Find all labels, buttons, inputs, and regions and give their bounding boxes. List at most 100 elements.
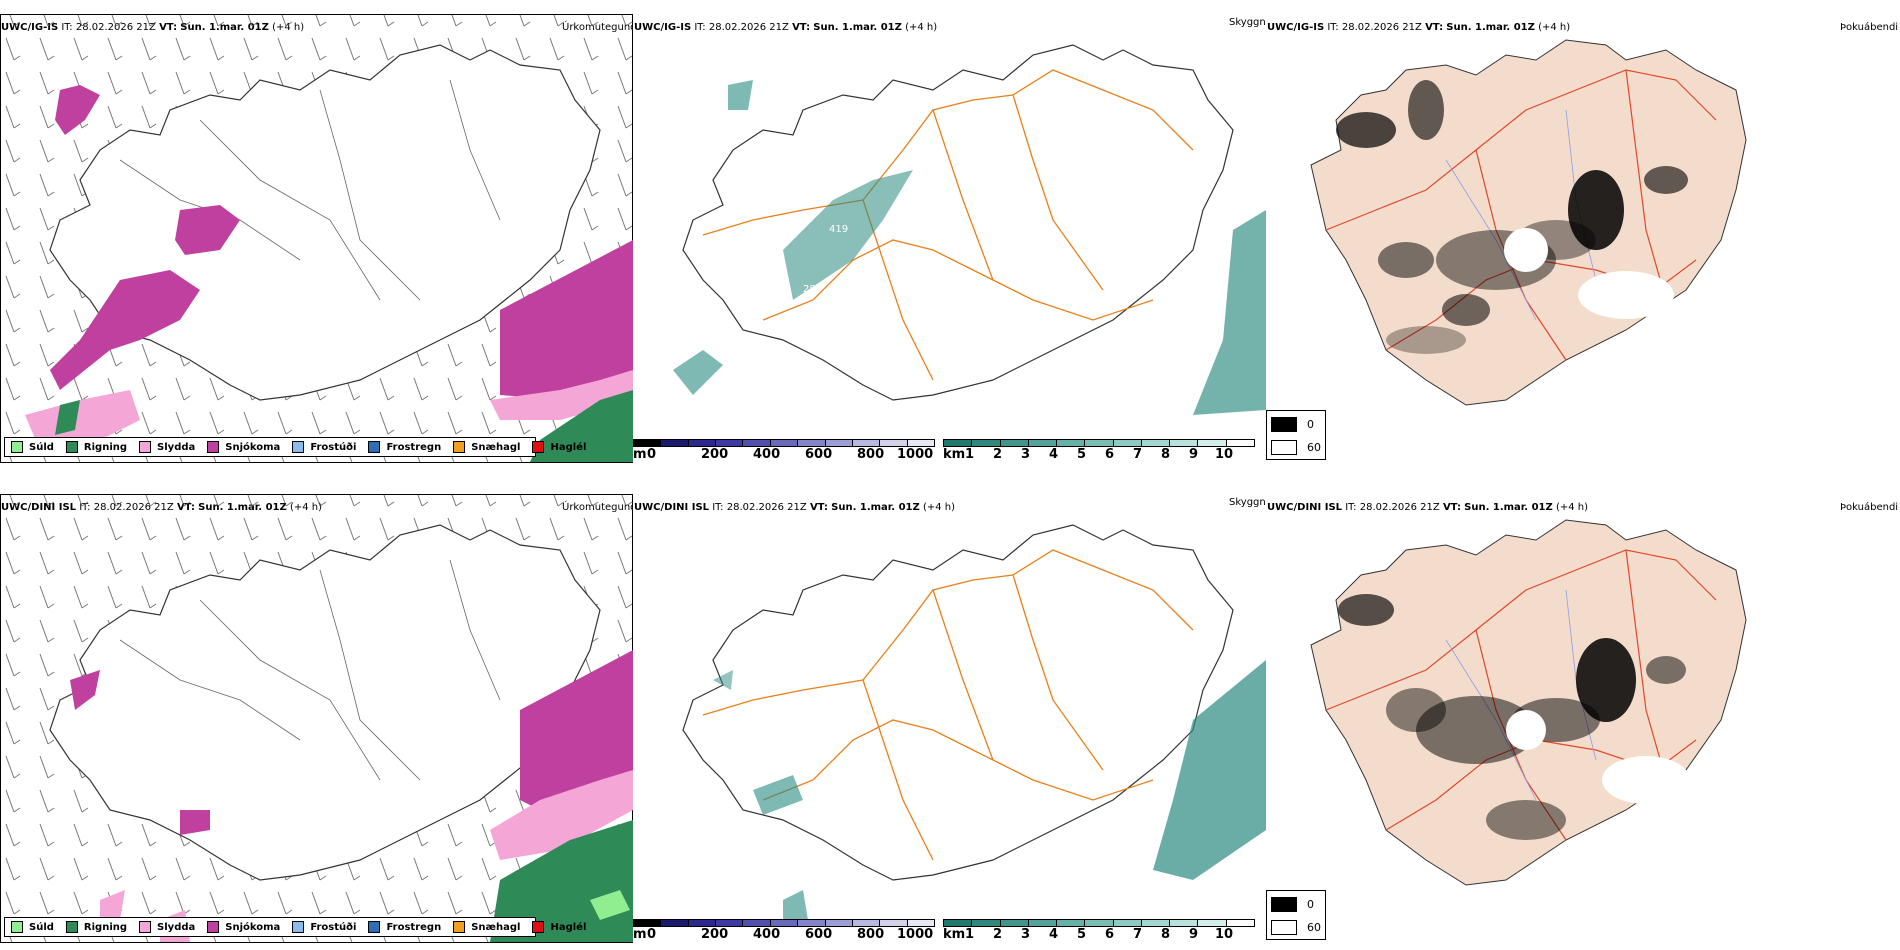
legend-swatch (207, 921, 219, 933)
tick: 5 (1077, 927, 1086, 942)
tick: 0 (647, 927, 656, 942)
precip-map (0, 0, 633, 470)
vis-unit: km (943, 447, 965, 462)
tick: 200 (701, 927, 728, 942)
legend-swatch (139, 441, 151, 453)
visibility-colorbar (943, 439, 1255, 447)
cloud-panel-row1: UWC/IG-IS IT: 28.02.2026 21Z VT: Sun. 1.… (633, 0, 1266, 470)
tick: 2 (993, 447, 1002, 462)
fog-legend-swatch-black (1271, 897, 1297, 912)
tick: 9 (1189, 927, 1198, 942)
legend-item-sudl: Súld (11, 921, 54, 933)
fog-panel-row2: UWC/DINI ISL IT: 28.02.2026 21Z VT: Sun.… (1266, 480, 1899, 950)
legend-swatch (453, 441, 465, 453)
tick: 8 (1161, 447, 1170, 462)
glacier-clear (1602, 756, 1690, 804)
fog-legend-label: 0 (1307, 898, 1314, 911)
tick: 800 (857, 447, 884, 462)
legend-swatch (66, 441, 78, 453)
precip-legend: Súld Rigning Slydda Snjókoma Frostúði Fr… (4, 437, 536, 457)
tick: 7 (1133, 927, 1142, 942)
iceland-outline (683, 525, 1233, 880)
legend-swatch (532, 921, 544, 933)
legend-item-snaehagl: Snæhagl (453, 441, 520, 453)
height-colorbar (633, 919, 935, 927)
legend-swatch (292, 921, 304, 933)
cloud-map (633, 480, 1266, 950)
legend-item-sudl: Súld (11, 441, 54, 453)
tick: 400 (753, 447, 780, 462)
fog-legend-swatch-white (1271, 440, 1297, 455)
tick: 400 (753, 927, 780, 942)
tick: 600 (805, 447, 832, 462)
fog-legend-swatch-black (1271, 417, 1297, 432)
precip-type-panel-row2: UWC/DINI ISL IT: 28.02.2026 21Z VT: Sun.… (0, 480, 633, 950)
tick: 1 (965, 927, 974, 942)
cloud-value-label: 355 (1210, 420, 1229, 431)
precip-legend: Súld Rigning Slydda Snjókoma Frostúði Fr… (4, 917, 536, 937)
tick: 0 (647, 447, 656, 462)
height-unit: m (633, 447, 647, 462)
tick: 8 (1161, 927, 1170, 942)
tick: 4 (1049, 927, 1058, 942)
tick: 1000 (897, 447, 933, 462)
tick: 7 (1133, 447, 1142, 462)
legend-item-haglel: Haglél (532, 441, 586, 453)
tick: 4 (1049, 447, 1058, 462)
cloud-value-label: 401 (821, 288, 840, 299)
glacier-clear (1578, 271, 1674, 319)
legend-swatch (453, 921, 465, 933)
height-unit: m (633, 927, 647, 942)
legend-swatch (11, 921, 23, 933)
cloud-value-label: 285 (803, 284, 822, 295)
legend-item-snjokoma: Snjókoma (207, 921, 280, 933)
iceland-outline (683, 45, 1233, 400)
glacier-clear (1504, 228, 1548, 272)
legend-swatch (368, 441, 380, 453)
legend-item-frostregn: Frostregn (368, 441, 441, 453)
precip-type-panel-row1: UWC/IG-IS IT: 28.02.2026 21Z VT: Sun. 1.… (0, 0, 633, 470)
fog-map (1266, 480, 1899, 950)
legend-item-frostudi: Frostúði (292, 441, 356, 453)
legend-item-haglel: Haglél (532, 921, 586, 933)
tick: 2 (993, 927, 1002, 942)
fog-panel-row1: UWC/IG-IS IT: 28.02.2026 21Z VT: Sun. 1.… (1266, 0, 1899, 470)
fog-legend: 0 60 (1266, 410, 1326, 460)
tick: 200 (701, 447, 728, 462)
vis-area (728, 80, 753, 110)
tick: 1000 (897, 927, 933, 942)
legend-item-slydda: Slydda (139, 921, 195, 933)
tick: 6 (1105, 927, 1114, 942)
legend-item-slydda: Slydda (139, 441, 195, 453)
iceland-land (1311, 40, 1746, 405)
legend-swatch (207, 441, 219, 453)
vis-area (673, 350, 723, 395)
fog-legend: 0 60 (1266, 890, 1326, 940)
legend-swatch (11, 441, 23, 453)
tick: 9 (1189, 447, 1198, 462)
visibility-colorbar (943, 919, 1255, 927)
legend-item-snaehagl: Snæhagl (453, 921, 520, 933)
fog-map (1266, 0, 1899, 470)
tick: 6 (1105, 447, 1114, 462)
tick: 3 (1021, 447, 1030, 462)
tick: 1 (965, 447, 974, 462)
tick: 800 (857, 927, 884, 942)
tick: 10 (1215, 927, 1233, 942)
legend-item-frostudi: Frostúði (292, 921, 356, 933)
tick: 10 (1215, 447, 1233, 462)
fog-legend-swatch-white (1271, 920, 1297, 935)
tick: 5 (1077, 447, 1086, 462)
legend-item-snjokoma: Snjókoma (207, 441, 280, 453)
fog-legend-label: 0 (1307, 418, 1314, 431)
legend-swatch (66, 921, 78, 933)
legend-item-frostregn: Frostregn (368, 921, 441, 933)
legend-swatch (139, 921, 151, 933)
cloud-panel-row2: UWC/DINI ISL IT: 28.02.2026 21Z VT: Sun.… (633, 480, 1266, 950)
cloud-value-label: 419 (829, 224, 848, 235)
legend-swatch (532, 441, 544, 453)
vis-area (1193, 210, 1266, 415)
fog-legend-label: 60 (1307, 441, 1321, 454)
legend-item-rigning: Rigning (66, 921, 127, 933)
legend-item-rigning: Rigning (66, 441, 127, 453)
